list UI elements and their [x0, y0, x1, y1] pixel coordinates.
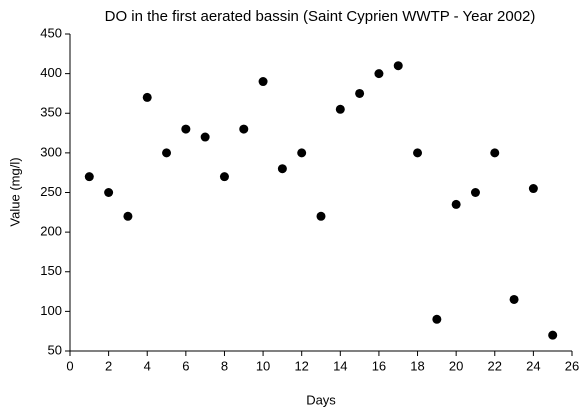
point [239, 124, 249, 134]
x-tick-label: 24 [526, 358, 540, 373]
x-tick-label: 0 [66, 358, 73, 373]
y-tick-label: 100 [40, 303, 62, 318]
y-axis-label: Value (mg/l) [7, 157, 22, 226]
point [181, 124, 191, 134]
point [393, 61, 403, 71]
y-tick-label: 150 [40, 263, 62, 278]
point [528, 184, 538, 194]
point [297, 148, 307, 158]
point [277, 164, 287, 174]
x-tick-label: 20 [449, 358, 463, 373]
y-tick-label: 200 [40, 224, 62, 239]
point [142, 92, 152, 102]
point [258, 77, 268, 87]
point [548, 330, 558, 340]
point [432, 314, 442, 324]
point [335, 104, 345, 114]
x-tick-label: 26 [565, 358, 579, 373]
point [509, 294, 519, 304]
x-tick-label: 6 [182, 358, 189, 373]
x-tick-label: 2 [105, 358, 112, 373]
point [84, 172, 94, 182]
y-tick-label: 50 [48, 342, 62, 357]
point [355, 88, 365, 98]
point [451, 199, 461, 209]
point [123, 211, 133, 221]
x-axis-label: Days [306, 392, 336, 407]
point [200, 132, 210, 142]
y-tick-label: 250 [40, 184, 62, 199]
x-tick-label: 8 [221, 358, 228, 373]
x-tick-label: 10 [256, 358, 270, 373]
point [316, 211, 326, 221]
y-tick-label: 300 [40, 144, 62, 159]
point [162, 148, 172, 158]
point [490, 148, 500, 158]
y-tick-label: 400 [40, 65, 62, 80]
point [104, 188, 114, 197]
y-tick-label: 450 [40, 25, 62, 40]
point [413, 148, 423, 158]
chart-title: DO in the first aerated bassin (Saint Cy… [105, 8, 536, 25]
x-tick-label: 12 [294, 358, 308, 373]
x-tick-label: 16 [372, 358, 386, 373]
point [374, 69, 384, 79]
x-tick-label: 18 [410, 358, 424, 373]
y-tick-label: 350 [40, 105, 62, 120]
x-tick-label: 22 [488, 358, 502, 373]
x-tick-label: 14 [333, 358, 347, 373]
x-tick-label: 4 [144, 358, 151, 373]
point [470, 188, 480, 197]
point [219, 172, 229, 182]
